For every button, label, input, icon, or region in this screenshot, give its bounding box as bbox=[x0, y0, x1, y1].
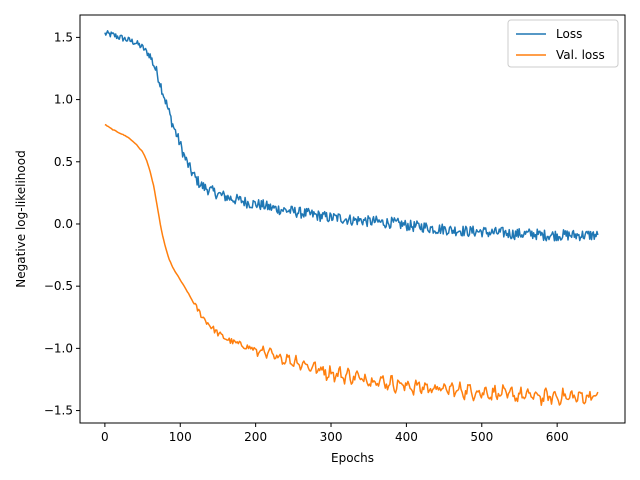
y-tick-label: −1.0 bbox=[44, 341, 73, 355]
y-tick-label: 0.0 bbox=[54, 217, 73, 231]
series-line-loss bbox=[104, 30, 599, 242]
y-axis-title: Negative log-likelihood bbox=[14, 150, 28, 287]
x-axis: 0 100 200 300 400 500 600 bbox=[101, 423, 569, 444]
plot-area bbox=[104, 30, 599, 406]
x-axis-title: Epochs bbox=[331, 451, 374, 465]
series-line-val-loss bbox=[104, 123, 599, 406]
y-tick-label: −0.5 bbox=[44, 279, 73, 293]
y-tick-label: 1.5 bbox=[54, 30, 73, 44]
y-tick-label: 0.5 bbox=[54, 155, 73, 169]
x-tick-label: 600 bbox=[546, 430, 569, 444]
legend-label-loss: Loss bbox=[556, 27, 582, 41]
x-tick-label: 500 bbox=[470, 430, 493, 444]
y-tick-label: 1.0 bbox=[54, 93, 73, 107]
x-tick-label: 100 bbox=[169, 430, 192, 444]
x-tick-label: 200 bbox=[244, 430, 267, 444]
legend: Loss Val. loss bbox=[507, 19, 619, 68]
legend-label-val-loss: Val. loss bbox=[556, 48, 605, 62]
x-tick-label: 0 bbox=[101, 430, 109, 444]
x-tick-label: 300 bbox=[320, 430, 343, 444]
x-tick-label: 400 bbox=[395, 430, 418, 444]
y-axis: −1.5 −1.0 −0.5 0.0 0.5 1.0 1.5 bbox=[44, 30, 80, 418]
axes-frame bbox=[79, 14, 626, 424]
y-tick-label: −1.5 bbox=[44, 404, 73, 418]
